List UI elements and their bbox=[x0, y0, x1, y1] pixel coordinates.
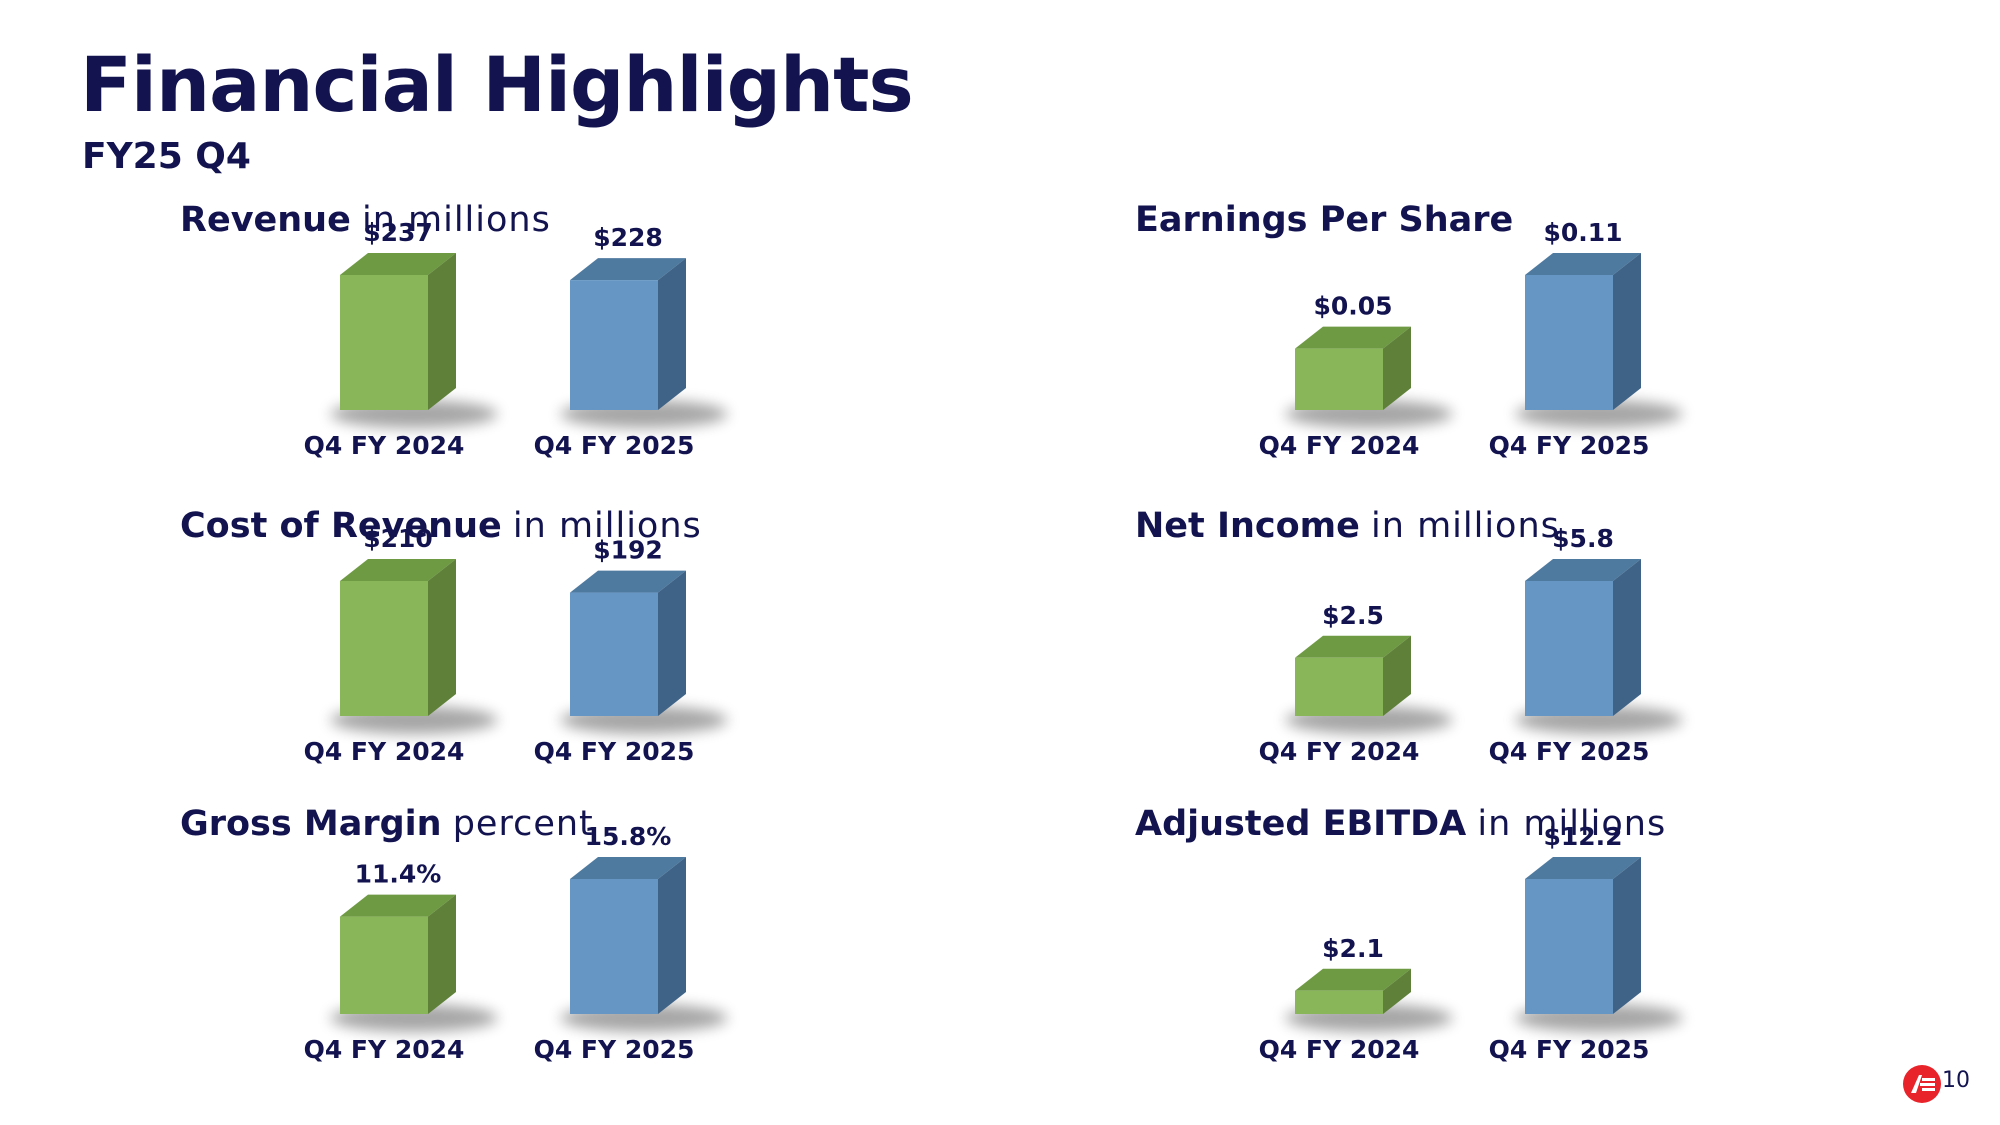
panel-eps: Earnings Per Share $0.05 Q4 FY 2024 $0.11 Q… bbox=[1135, 200, 1955, 460]
panel-heading-main: Cost of Revenue bbox=[180, 506, 502, 546]
panel-heading-main: Adjusted EBITDA bbox=[1135, 804, 1467, 844]
bar-current bbox=[1525, 879, 1613, 1014]
panel-heading-main: Gross Margin bbox=[180, 804, 442, 844]
panel-gross-margin: Gross Margin percent 11.4% Q4 FY 2024 15.8… bbox=[180, 804, 1000, 1064]
panel-heading: Revenue in millions bbox=[180, 200, 551, 240]
bar-current bbox=[570, 592, 658, 716]
eps-chart: $0.05 Q4 FY 2024 $0.11 Q4 FY 2025 bbox=[1259, 218, 1683, 460]
bar-side bbox=[428, 253, 456, 410]
cost-of-revenue-chart: $210 Q4 FY 2024 $192 Q4 FY 2025 bbox=[304, 524, 728, 766]
bar-side bbox=[1383, 968, 1411, 1014]
panel-heading-suffix: in millions bbox=[1371, 506, 1560, 546]
bar-top bbox=[570, 570, 686, 593]
category-label: Q4 FY 2024 bbox=[1259, 1035, 1420, 1064]
data-label: $192 bbox=[593, 536, 663, 565]
category-label: Q4 FY 2024 bbox=[304, 431, 465, 460]
category-label: Q4 FY 2024 bbox=[304, 1035, 465, 1064]
company-logo-icon bbox=[1903, 1065, 1941, 1103]
panel-heading: Cost of Revenue in millions bbox=[180, 506, 702, 546]
bar-top bbox=[570, 258, 686, 281]
panel-heading-main: Net Income bbox=[1135, 506, 1360, 546]
data-label: $12.2 bbox=[1543, 822, 1622, 851]
bar-prior bbox=[340, 916, 428, 1014]
bar-top bbox=[340, 894, 456, 917]
category-label: Q4 FY 2025 bbox=[534, 431, 695, 460]
net-income-chart: $2.5 Q4 FY 2024 $5.8 Q4 FY 2025 bbox=[1259, 524, 1683, 766]
panel-heading: Gross Margin percent bbox=[180, 804, 594, 844]
adjusted-ebitda-chart: $2.1 Q4 FY 2024 $12.2 Q4 FY 2025 bbox=[1259, 822, 1683, 1064]
bar-top bbox=[340, 559, 456, 581]
bar-top bbox=[1295, 635, 1411, 658]
data-label: $0.11 bbox=[1543, 218, 1622, 247]
category-label: Q4 FY 2024 bbox=[304, 737, 465, 766]
panel-cost-of-revenue: Cost of Revenue in millions $210 Q4 FY 20… bbox=[180, 506, 1000, 766]
panel-revenue: Revenue in millions $237 Q4 FY 2024 $228 Q4… bbox=[180, 200, 1000, 460]
bar-top bbox=[1295, 968, 1411, 991]
panel-adjusted-ebitda: Adjusted EBITDA in millions $2.1 Q4 FY 20… bbox=[1135, 804, 1955, 1064]
panel-heading: Earnings Per Share bbox=[1135, 200, 1513, 240]
bar-current bbox=[570, 280, 658, 410]
bar-side bbox=[1613, 857, 1641, 1014]
bar-current bbox=[1525, 275, 1613, 410]
slide-title: Financial Highlights bbox=[80, 40, 914, 129]
data-label: 15.8% bbox=[585, 822, 672, 851]
category-label: Q4 FY 2025 bbox=[534, 737, 695, 766]
category-label: Q4 FY 2025 bbox=[1489, 737, 1650, 766]
bar-side bbox=[428, 894, 456, 1014]
data-label: $237 bbox=[363, 218, 433, 247]
panel-heading-suffix: in millions bbox=[1477, 804, 1667, 844]
revenue-chart: $237 Q4 FY 2024 $228 Q4 FY 2025 bbox=[304, 218, 728, 460]
category-label: Q4 FY 2024 bbox=[1259, 737, 1420, 766]
bar-side bbox=[1383, 326, 1411, 410]
slide-subtitle: FY25 Q4 bbox=[82, 136, 251, 177]
data-label: $2.1 bbox=[1322, 934, 1384, 963]
panel-heading-suffix: in millions bbox=[361, 200, 551, 240]
bar-side bbox=[1613, 559, 1641, 716]
panel-heading-main: Revenue bbox=[180, 200, 351, 240]
bar-side bbox=[658, 857, 686, 1014]
data-label: $5.8 bbox=[1552, 524, 1614, 553]
category-label: Q4 FY 2024 bbox=[1259, 431, 1420, 460]
bar-side bbox=[658, 570, 686, 716]
panel-heading-suffix: in millions bbox=[512, 506, 702, 546]
bar-top bbox=[1525, 253, 1641, 275]
bar-top bbox=[1525, 559, 1641, 581]
category-label: Q4 FY 2025 bbox=[1489, 1035, 1650, 1064]
data-label: $0.05 bbox=[1313, 292, 1392, 321]
bar-current bbox=[570, 879, 658, 1014]
data-label: $2.5 bbox=[1322, 601, 1384, 630]
bar-current bbox=[1525, 581, 1613, 716]
bar-top bbox=[340, 253, 456, 275]
category-label: Q4 FY 2025 bbox=[534, 1035, 695, 1064]
bar-top bbox=[1525, 857, 1641, 879]
gross-margin-chart: 11.4% Q4 FY 2024 15.8% Q4 FY 2025 bbox=[304, 822, 728, 1064]
category-label: Q4 FY 2025 bbox=[1489, 431, 1650, 460]
bar-side bbox=[428, 559, 456, 716]
bar-prior bbox=[1295, 348, 1383, 410]
bar-top bbox=[570, 857, 686, 879]
bar-prior bbox=[340, 581, 428, 716]
panel-heading: Adjusted EBITDA in millions bbox=[1135, 804, 1666, 844]
data-label: $228 bbox=[593, 223, 663, 252]
panel-heading-main: Earnings Per Share bbox=[1135, 200, 1514, 240]
bar-top bbox=[1295, 326, 1411, 349]
bar-side bbox=[1613, 253, 1641, 410]
bar-prior bbox=[1295, 990, 1383, 1014]
panel-net-income: Net Income in millions $2.5 Q4 FY 2024 $5.… bbox=[1135, 506, 1955, 766]
data-label: $210 bbox=[363, 524, 433, 553]
page-number: 10 bbox=[1942, 1068, 1970, 1093]
bar-prior bbox=[1295, 657, 1383, 716]
bar-side bbox=[1383, 635, 1411, 716]
data-label: 11.4% bbox=[355, 860, 442, 889]
bar-prior bbox=[340, 275, 428, 410]
bar-side bbox=[658, 258, 686, 410]
panel-heading-suffix: percent bbox=[452, 804, 594, 844]
panel-heading: Net Income in millions bbox=[1135, 506, 1560, 546]
